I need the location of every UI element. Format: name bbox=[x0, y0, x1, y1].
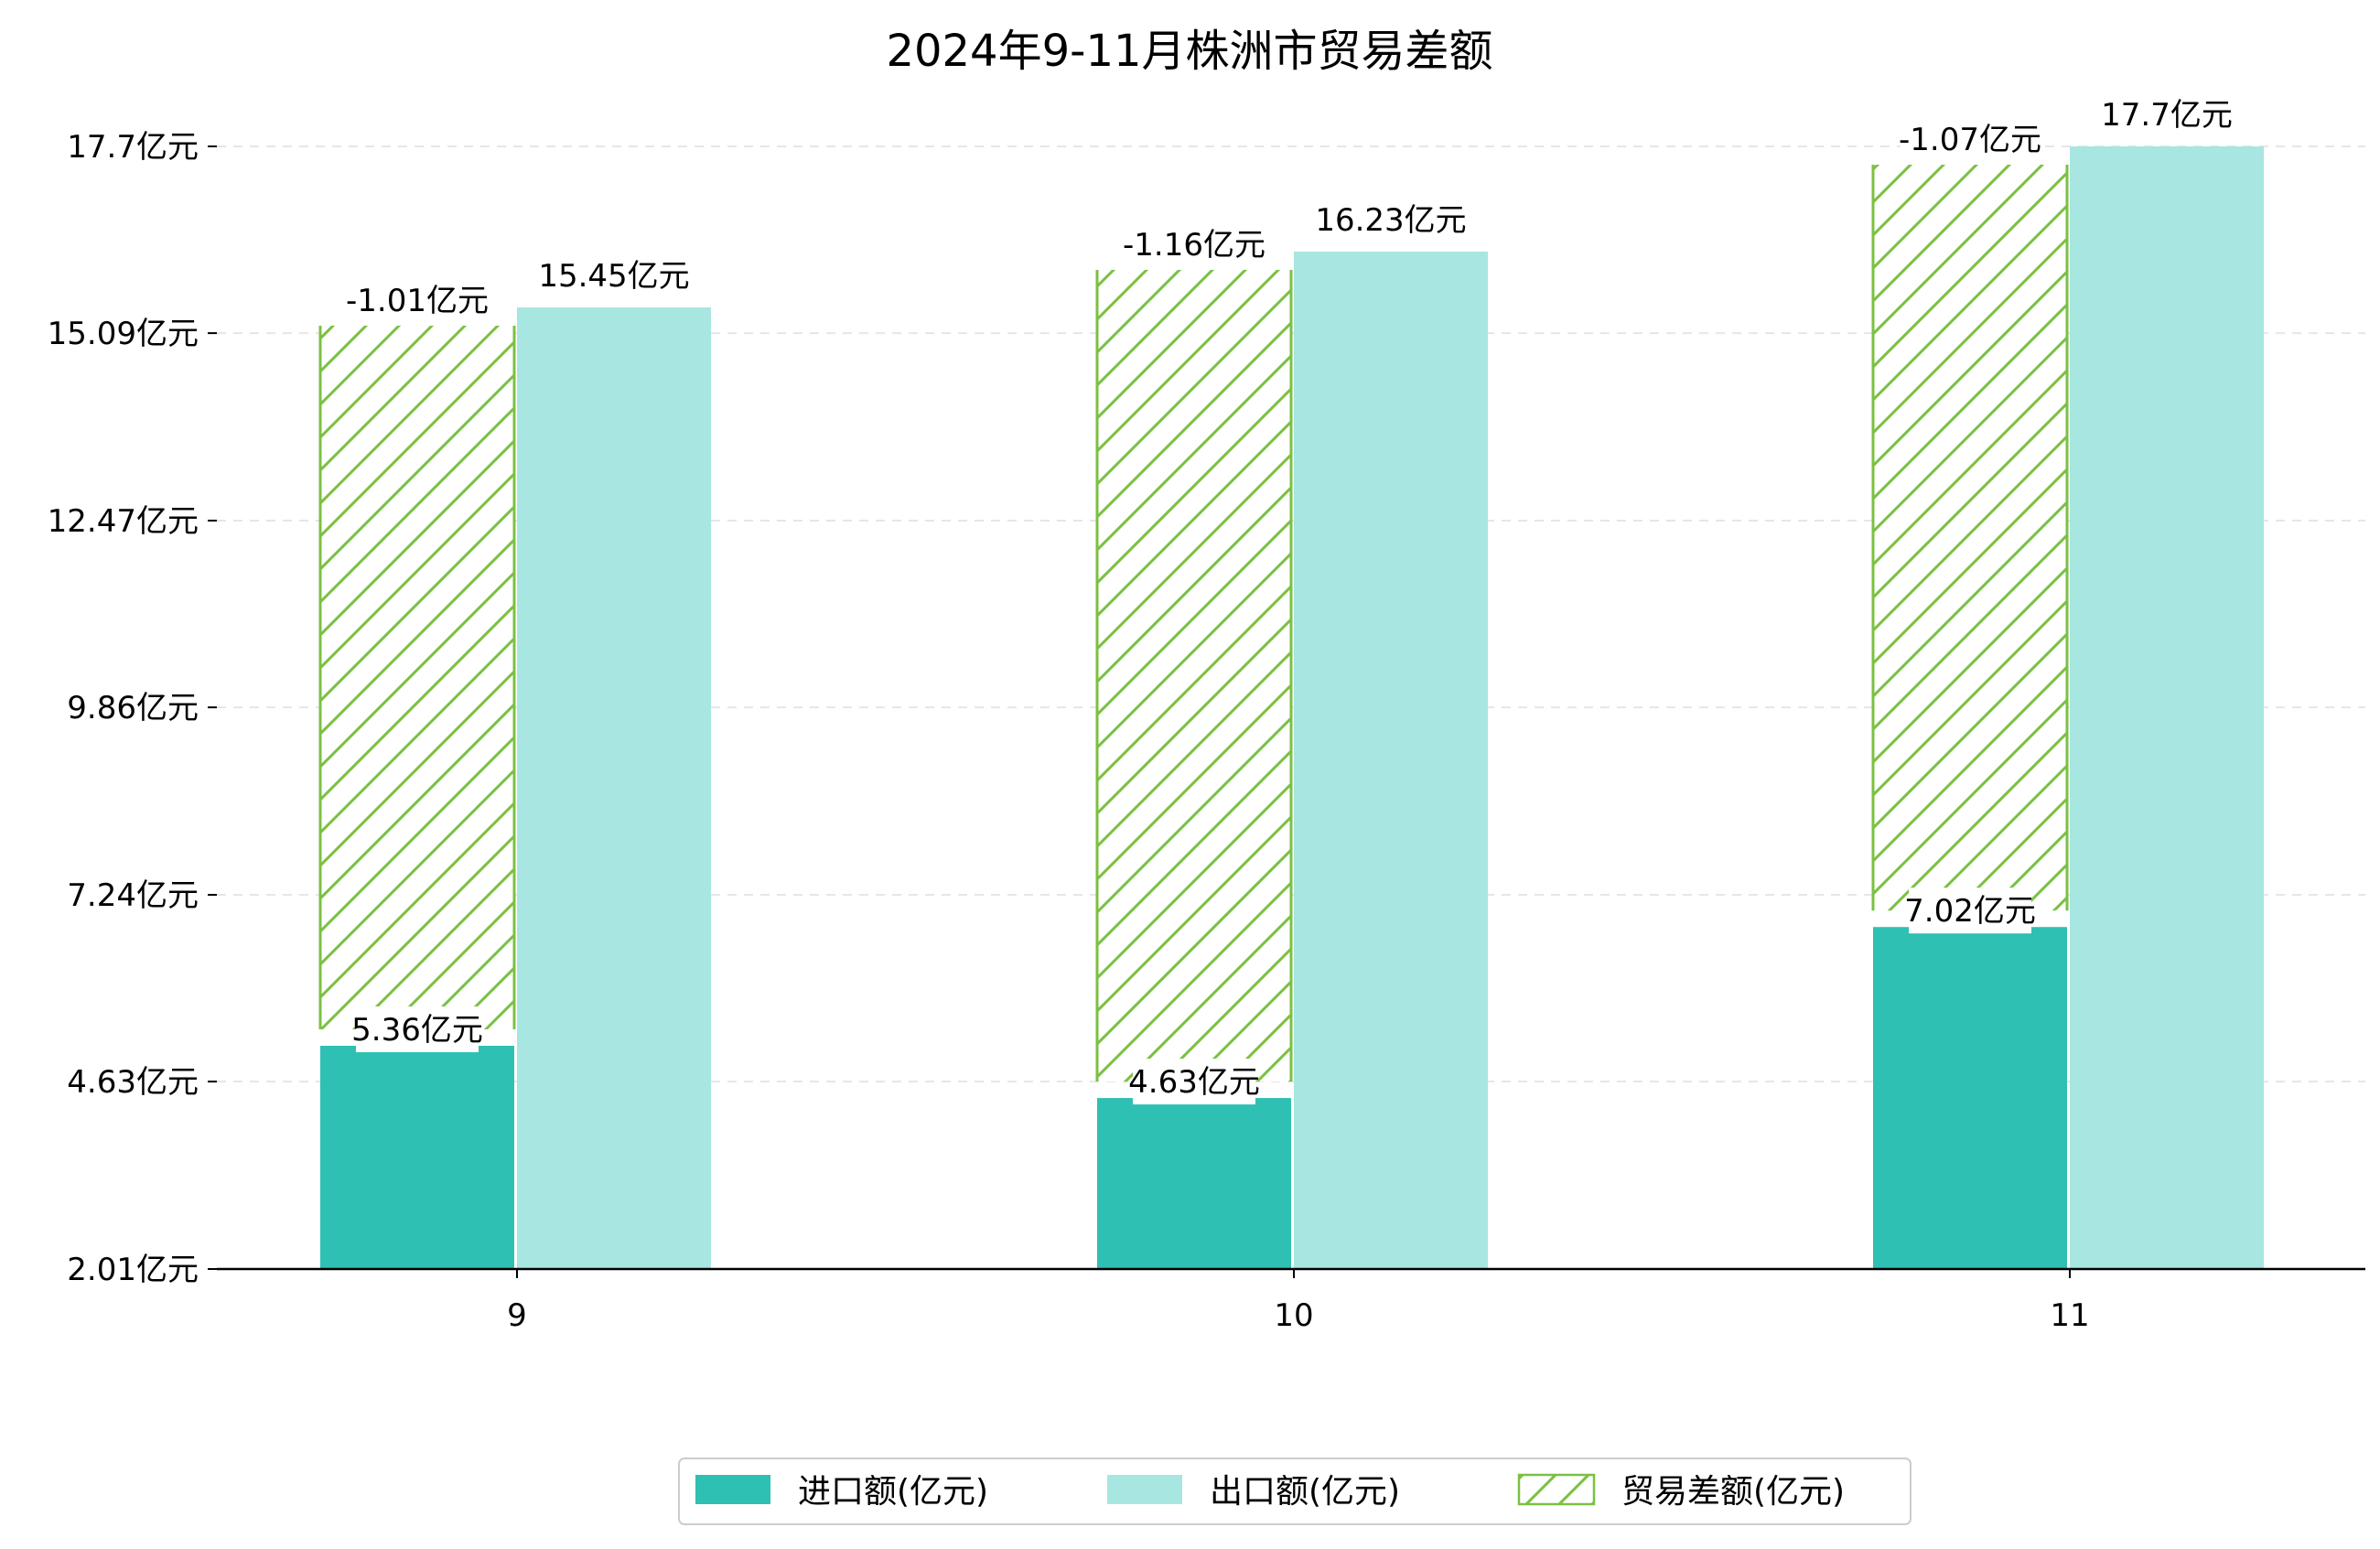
legend-box bbox=[678, 1458, 1912, 1525]
legend-trade-balance-label: 贸易差额(亿元) bbox=[1621, 1473, 1845, 1511]
export-value-label: 17.7亿元 bbox=[2101, 97, 2233, 134]
y-tick-label: 7.24亿元 bbox=[67, 877, 199, 914]
import-value-label: 5.36亿元 bbox=[351, 1012, 483, 1049]
y-tick-label: 17.7亿元 bbox=[67, 129, 199, 166]
legend-import-swatch bbox=[695, 1475, 770, 1504]
legend-export-swatch bbox=[1107, 1475, 1182, 1504]
import-value-label: 4.63亿元 bbox=[1128, 1064, 1260, 1101]
import-value-label: 7.02亿元 bbox=[1904, 893, 2036, 930]
y-tick-label: 12.47亿元 bbox=[48, 503, 199, 540]
y-tick-label: 9.86亿元 bbox=[67, 690, 199, 726]
legend-import-label: 进口额(亿元) bbox=[798, 1473, 988, 1511]
export-bar bbox=[517, 307, 711, 1269]
trade-balance-bar bbox=[320, 325, 514, 1030]
x-tick-label: 11 bbox=[2050, 1297, 2089, 1334]
import-value-label-bg bbox=[356, 1006, 479, 1053]
import-bar bbox=[320, 1046, 514, 1269]
legend: 进口额(亿元) 出口额(亿元) 贸易差额(亿元) bbox=[678, 1458, 1912, 1525]
label-layer: 5.36亿元 -1.01亿元 15.45亿元 4.63亿元 -1.16亿元 16.23亿元… bbox=[346, 91, 2233, 1105]
legend-export-label: 出口额(亿元) bbox=[1210, 1473, 1400, 1511]
trade-balance-value-label: -1.01亿元 bbox=[346, 283, 489, 319]
trade-balance-value-label-bg bbox=[347, 276, 488, 323]
import-value-label-bg bbox=[1909, 887, 2031, 934]
x-tick-label: 9 bbox=[507, 1297, 527, 1334]
trade-balance-value-label: -1.16亿元 bbox=[1123, 227, 1265, 264]
trade-balance-bar bbox=[1873, 165, 2067, 911]
x-tick-label: 10 bbox=[1274, 1297, 1313, 1334]
import-value-label-bg bbox=[1133, 1059, 1255, 1105]
y-tick-label: 15.09亿元 bbox=[48, 316, 199, 352]
bar-layer bbox=[318, 146, 2264, 1269]
export-value-label-bg bbox=[1320, 196, 1461, 242]
y-tick-label: 2.01亿元 bbox=[67, 1252, 199, 1288]
import-bar bbox=[1873, 927, 2067, 1269]
export-value-label-bg bbox=[544, 252, 684, 298]
axis-layer: 2.01亿元 4.63亿元 7.24亿元 9.86亿元 12.47亿元 15.09亿元 17… bbox=[48, 129, 2365, 1334]
chart-title: 2024年9-11月株洲市贸易差额 bbox=[886, 26, 1492, 77]
trade-balance-value-label-bg bbox=[1124, 221, 1265, 267]
trade-balance-bar bbox=[1097, 269, 1291, 1082]
export-value-label: 16.23亿元 bbox=[1315, 202, 1466, 239]
export-bar bbox=[2070, 146, 2264, 1269]
export-value-label: 15.45亿元 bbox=[538, 258, 689, 295]
export-value-label-bg bbox=[2105, 91, 2228, 137]
trade-balance-value-label-bg bbox=[1900, 116, 2041, 162]
export-bar bbox=[1294, 251, 1488, 1269]
legend-trade-balance-swatch bbox=[1517, 1473, 1596, 1506]
trade-balance-value-label: -1.07亿元 bbox=[1899, 122, 2041, 158]
y-tick-label: 4.63亿元 bbox=[67, 1064, 199, 1101]
import-bar bbox=[1097, 1098, 1291, 1269]
